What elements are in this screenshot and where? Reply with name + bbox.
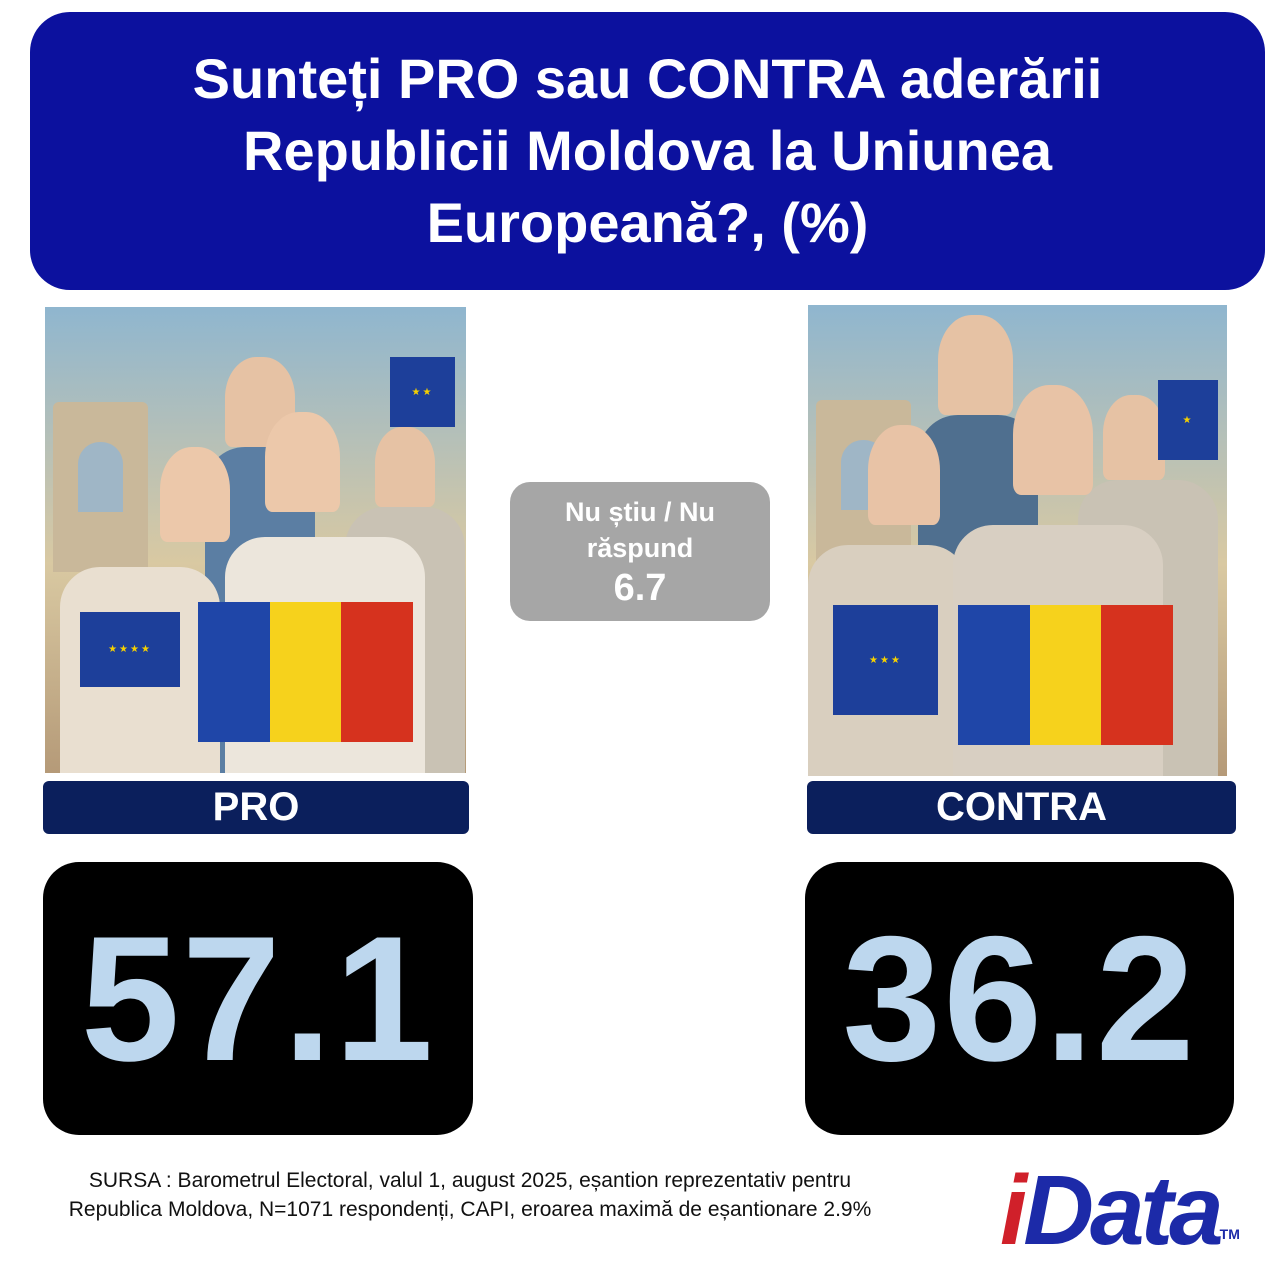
eu-flag-icon: ★★★★ — [80, 612, 180, 687]
contra-label: CONTRA — [807, 781, 1236, 834]
contra-value: 36.2 — [805, 862, 1234, 1135]
moldova-flag-icon — [198, 602, 414, 742]
contra-photo: ★★★ ★ — [808, 305, 1227, 776]
dont-know-label: Nu știu / Nu răspund — [565, 496, 715, 563]
dont-know-box: Nu știu / Nu răspund 6.7 — [510, 482, 770, 621]
pro-label: PRO — [43, 781, 469, 834]
moldova-flag-icon — [958, 605, 1174, 745]
pro-value: 57.1 — [43, 862, 473, 1135]
eu-flag-icon: ★★★ — [833, 605, 938, 715]
arch-illustration — [53, 402, 148, 572]
pro-photo: ★★★★ ★★ — [45, 307, 466, 773]
source-note: SURSA : Barometrul Electoral, valul 1, a… — [68, 1169, 872, 1221]
dont-know-value: 6.7 — [613, 566, 667, 609]
eu-flag-icon: ★ — [1158, 380, 1218, 460]
page-title: Sunteți PRO sau CONTRA aderării Republic… — [30, 12, 1265, 290]
eu-flag-icon: ★★ — [390, 357, 455, 427]
idata-logo: iDataTM — [1000, 1155, 1240, 1265]
trademark: TM — [1219, 1226, 1240, 1242]
